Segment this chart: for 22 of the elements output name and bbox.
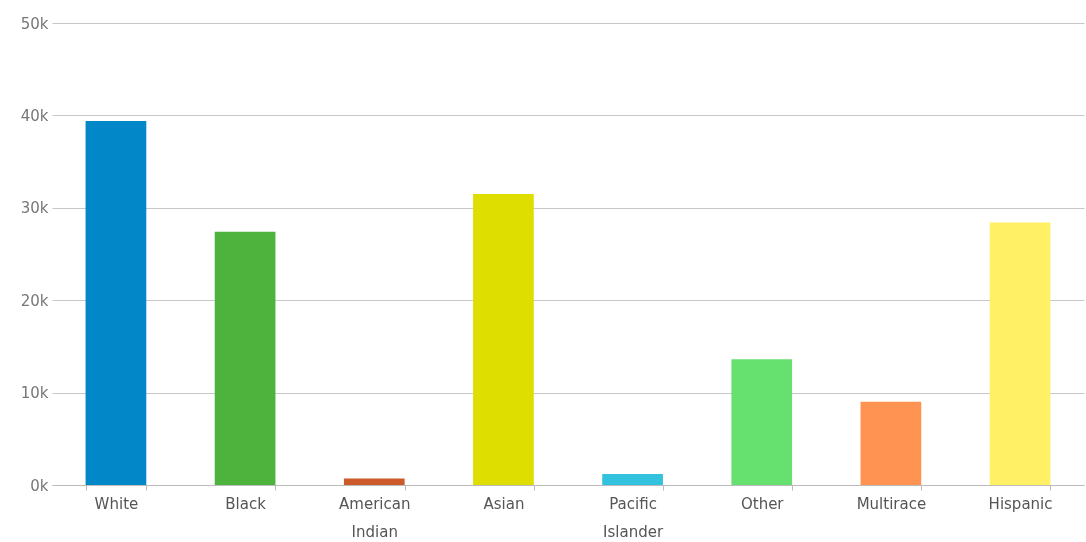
x-tick-label: Pacific Islander (603, 494, 664, 541)
y-tick-label: 50k (20, 14, 49, 33)
bar (473, 193, 534, 485)
x-tick-label: Other (740, 494, 785, 513)
y-tick-label: 20k (20, 291, 49, 310)
x-tick-label: White (94, 494, 139, 513)
bar (860, 401, 922, 485)
x-tick-label: Asian (483, 494, 525, 513)
y-tick-label: 30k (20, 199, 49, 218)
y-tick-label: 0k (30, 476, 49, 495)
x-tick-label: American Indian (339, 494, 411, 541)
bar (989, 222, 1051, 485)
bar (85, 120, 147, 485)
y-tick-label: 40k (20, 106, 49, 125)
y-tick-label: 10k (20, 384, 49, 403)
bar (343, 478, 405, 485)
x-tick-label: Hispanic (988, 494, 1053, 513)
bar (602, 473, 663, 485)
x-tick-label: Multirace (856, 494, 927, 513)
bar (731, 359, 793, 485)
bar (214, 231, 276, 485)
x-tick-label: Black (225, 494, 267, 513)
